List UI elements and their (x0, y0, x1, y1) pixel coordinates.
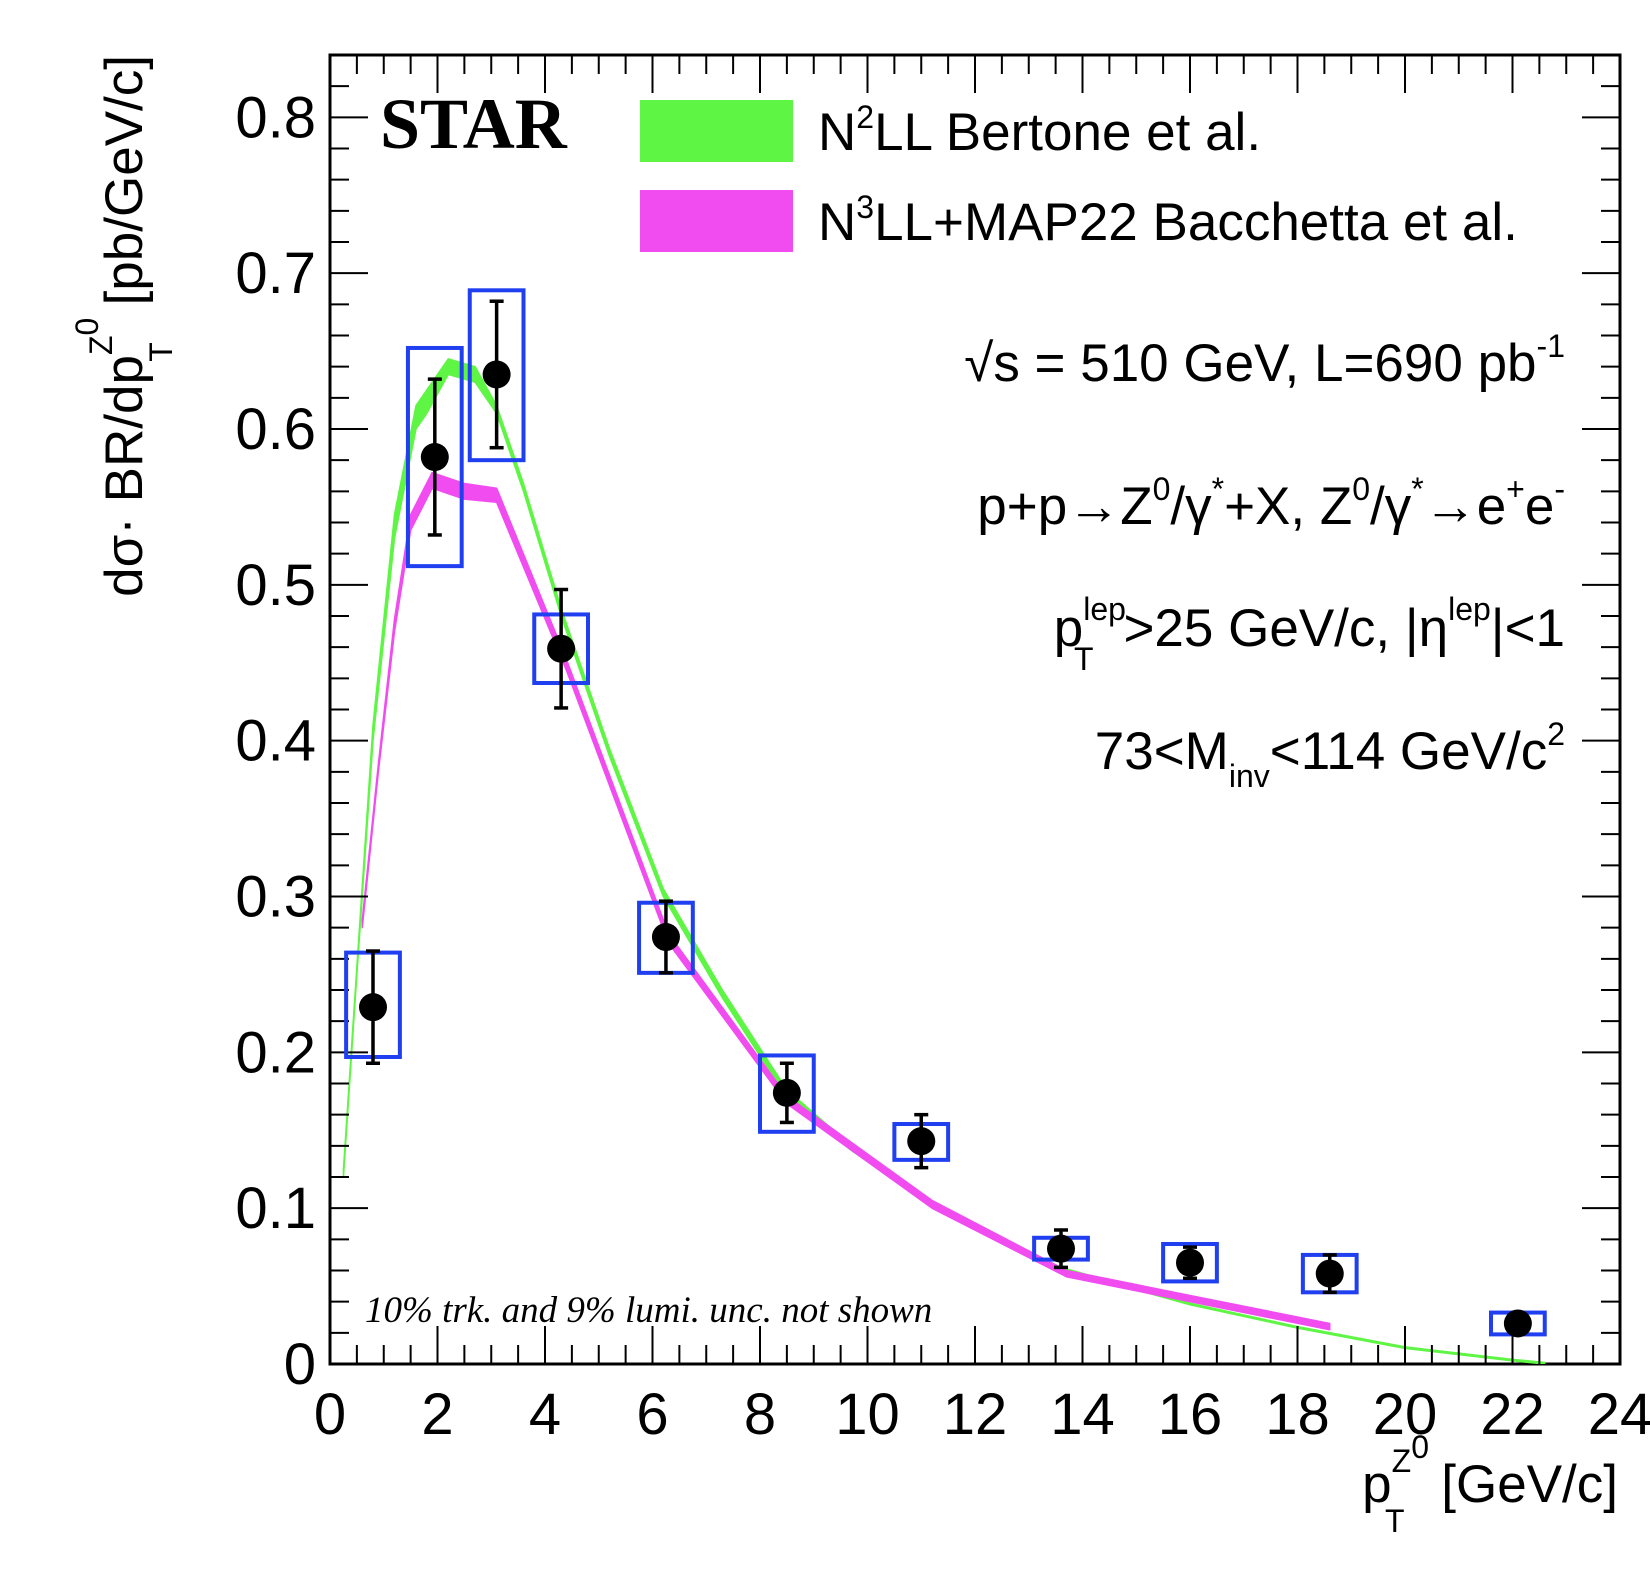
x-tick-label: 24 (1588, 1382, 1650, 1447)
systematic-box (405, 345, 464, 569)
uncertainty-note: 10% trk. and 9% lumi. unc. not shown (365, 1290, 932, 1331)
data-point-marker (1315, 1259, 1344, 1288)
data-point-marker (1047, 1234, 1075, 1263)
systematic-box (467, 288, 526, 463)
annotation-mass: 73<Minv<114 GeV/c2 (1095, 716, 1565, 794)
x-axis-title: pZ0 T [GeV/c] (1362, 1429, 1618, 1539)
data-point-marker (907, 1127, 936, 1156)
band-bertone (342, 358, 1546, 1364)
y-tick-label: 0.7 (235, 241, 316, 306)
data-point-marker (482, 360, 511, 389)
systematic-box (1161, 1242, 1219, 1284)
data-points (344, 288, 1547, 1338)
y-tick-label: 0.1 (235, 1176, 316, 1241)
experiment-label: STAR (380, 84, 568, 164)
y-axis-ticks: 0 0.1 0.2 0.3 0.4 0.5 0.6 0.7 0.8 (235, 54, 1620, 1397)
data-point-marker (772, 1078, 801, 1107)
x-tick-label: 14 (1050, 1382, 1115, 1447)
legend-swatch-bertone (640, 100, 793, 162)
x-axis-ticks: 0 2 4 6 8 10 12 14 16 18 20 22 24 (314, 55, 1650, 1447)
y-axis-title: dσ· BR/dpZ0T [pb/GeV/c] (69, 55, 179, 597)
y-tick-label: 0.3 (235, 865, 316, 930)
band-bacchetta (361, 471, 1331, 1331)
x-tick-label: 0 (314, 1382, 346, 1447)
x-tick-label: 10 (835, 1382, 900, 1447)
annotation-cuts: plep T>25 GeV/c, |ηlep|<1 (1054, 591, 1565, 677)
x-tick-label: 18 (1265, 1382, 1330, 1447)
legend-label-bertone: N2LL Bertone et al. (818, 99, 1261, 162)
data-point-marker (651, 923, 680, 952)
data-point-marker (359, 993, 387, 1022)
y-tick-label: 0 (284, 1332, 316, 1397)
data-point-marker (1503, 1309, 1532, 1338)
annotation-process: p+p→Z0/γ*+X, Z0/γ*→e+e- (977, 471, 1565, 536)
annotation-energy: √s = 510 GeV, L=690 pb-1 (964, 328, 1565, 393)
x-tick-label: 16 (1158, 1382, 1223, 1447)
data-point-marker (547, 634, 576, 663)
systematic-box (758, 1053, 816, 1134)
x-tick-label: 2 (421, 1382, 453, 1447)
x-tick-label: 6 (636, 1382, 668, 1447)
legend-swatch-bacchetta (640, 190, 793, 252)
theory-bands (342, 358, 1546, 1364)
x-tick-label: 8 (744, 1382, 776, 1447)
y-tick-label: 0.6 (235, 397, 316, 462)
x-tick-label: 20 (1373, 1382, 1438, 1447)
y-tick-label: 0.5 (235, 553, 316, 618)
y-tick-label: 0.8 (235, 85, 316, 150)
data-point-marker (1176, 1248, 1204, 1277)
y-tick-label: 0.4 (235, 709, 316, 774)
data-point-marker (420, 443, 449, 472)
y-tick-label: 0.2 (235, 1020, 316, 1085)
x-tick-label: 12 (943, 1382, 1008, 1447)
x-tick-label: 22 (1480, 1382, 1545, 1447)
legend-label-bacchetta: N3LL+MAP22 Bacchetta et al. (818, 189, 1518, 252)
legend: N2LL Bertone et al. N3LL+MAP22 Bacchetta… (640, 99, 1518, 252)
x-tick-label: 4 (529, 1382, 561, 1447)
